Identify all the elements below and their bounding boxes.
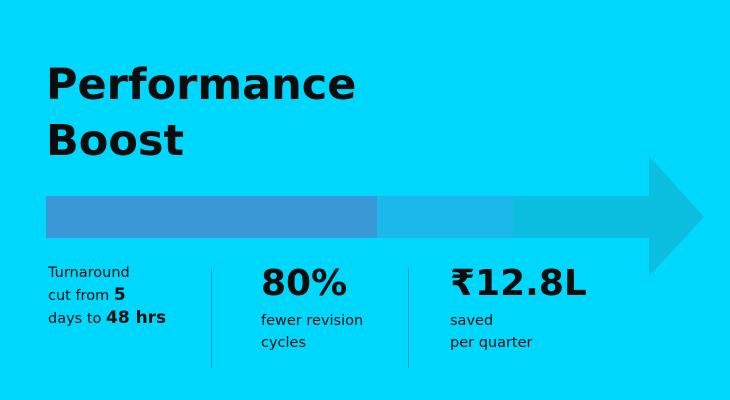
stat-revision-value: 80% — [261, 263, 348, 304]
stat-turnaround-to: 48 hrs — [106, 308, 167, 328]
stat-turnaround-from: 5 — [113, 285, 126, 305]
page-title: Performance Boost — [46, 57, 356, 169]
stat-turnaround-prefix-3: days to — [48, 311, 106, 327]
stat-savings: ₹12.8L saved per quarter — [450, 262, 587, 354]
title-line-1: Performance — [46, 60, 357, 110]
divider-1 — [211, 268, 212, 368]
stat-revision: 80% fewer revision cycles — [261, 262, 363, 354]
stat-revision-line-1: fewer revision — [261, 313, 364, 329]
stat-savings-line-2: per quarter — [450, 335, 533, 351]
arrow-segment-2 — [377, 196, 513, 238]
divider-2 — [408, 268, 409, 368]
stat-turnaround-line-1: Turnaround — [48, 265, 130, 281]
stat-turnaround-line-2: cut from 5 — [48, 284, 166, 307]
stat-savings-line-1: saved — [450, 313, 494, 329]
stat-revision-line-2: cycles — [261, 335, 307, 351]
stat-turnaround: Turnaround cut from 5 days to 48 hrs — [48, 262, 166, 330]
title-line-2: Boost — [46, 116, 185, 166]
arrow-segment-3 — [513, 196, 651, 238]
stat-turnaround-line-3: days to 48 hrs — [48, 307, 166, 330]
stat-savings-value: ₹12.8L — [450, 263, 587, 304]
stat-turnaround-prefix-2: cut from — [48, 288, 114, 304]
arrow-segment-1 — [46, 196, 377, 238]
arrow-head — [649, 156, 704, 276]
